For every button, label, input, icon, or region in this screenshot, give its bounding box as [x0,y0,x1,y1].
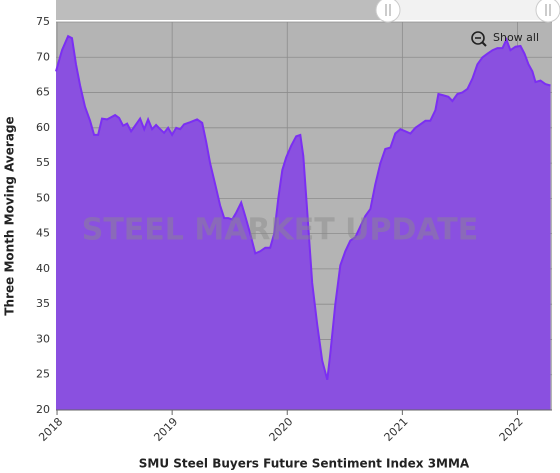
y-tick-label: 35 [36,297,50,310]
line [55,34,551,380]
zoom-icon [481,41,487,47]
y-tick-label: 65 [36,86,50,99]
y-tick-label: 40 [36,262,50,275]
show-all-label[interactable]: Show all [493,31,539,44]
navigator-range[interactable] [388,0,552,20]
x-tick-label: 2018 [36,415,65,444]
x-tick-label: 2020 [267,415,296,444]
zoom-icon [471,31,485,45]
y-tick-label: 75 [36,15,50,28]
watermark: STEEL MARKET UPDATE [82,213,479,248]
y-tick-label: 60 [36,121,50,134]
navigator-track [56,0,388,20]
y-tick-label: 50 [36,191,50,204]
x-tick-label: 2022 [497,415,526,444]
x-tick-label: 2021 [382,415,411,444]
show-all-button[interactable]: Show all [471,31,539,47]
y-tick-label: 55 [36,156,50,169]
y-axis-title: Three Month Moving Average [3,116,17,315]
x-axis-title: SMU Steel Buyers Future Sentiment Index … [139,457,470,471]
y-tick-label: 20 [36,403,50,416]
y-tick-label: 25 [36,368,50,381]
x-tick-label: 2019 [151,415,180,444]
y-tick-label: 70 [36,50,50,63]
marks [55,21,552,411]
y-tick-label: 45 [36,227,50,240]
y-tick-label: 30 [36,332,50,345]
navigator-handle[interactable] [375,0,401,23]
navigator-handle[interactable] [535,0,560,23]
